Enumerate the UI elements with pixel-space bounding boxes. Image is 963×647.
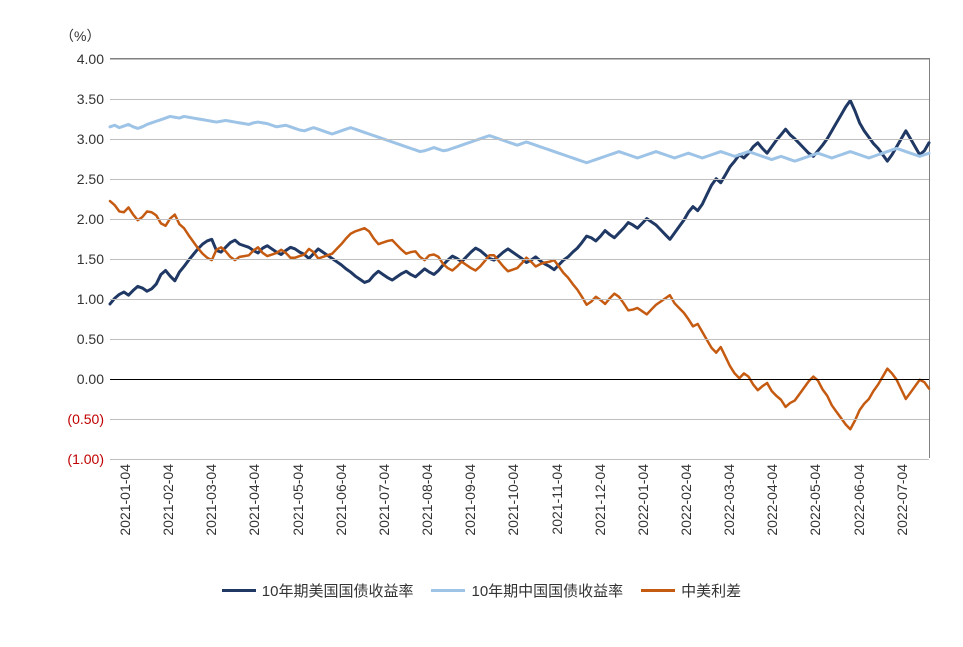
legend-item: 10年期中国国债收益率 [431, 580, 623, 601]
gridline [110, 299, 929, 300]
line-chart: （%） 4.003.503.002.502.001.501.000.500.00… [20, 20, 943, 627]
series-line-0 [110, 100, 929, 303]
x-tick-label: 2021-05-04 [290, 458, 306, 536]
x-tick-label: 2022-05-04 [807, 458, 823, 536]
legend-item: 10年期美国国债收益率 [222, 580, 414, 601]
x-tick-label: 2021-11-04 [549, 458, 565, 535]
x-tick-label: 2022-02-04 [678, 458, 694, 536]
x-tick-label: 2021-02-04 [160, 458, 176, 536]
legend-label: 10年期中国国债收益率 [471, 580, 623, 601]
x-tick-label: 2022-04-04 [764, 458, 780, 536]
legend-swatch [222, 589, 256, 592]
y-tick-label: (1.00) [67, 451, 110, 467]
legend: 10年期美国国债收益率 10年期中国国债收益率 中美利差 [20, 580, 943, 601]
x-tick-label: 2021-03-04 [203, 458, 219, 536]
zero-line [110, 379, 929, 380]
y-tick-label: 3.00 [77, 131, 110, 147]
gridline [110, 179, 929, 180]
legend-label: 10年期美国国债收益率 [262, 580, 414, 601]
legend-swatch [641, 589, 675, 592]
gridline [110, 59, 929, 60]
x-tick-label: 2022-01-04 [635, 458, 651, 536]
gridline [110, 219, 929, 220]
gridline [110, 99, 929, 100]
legend-item: 中美利差 [641, 580, 741, 601]
x-tick-label: 2021-01-04 [117, 458, 133, 536]
gridline [110, 339, 929, 340]
x-tick-label: 2022-06-04 [851, 458, 867, 536]
x-tick-label: 2022-03-04 [721, 458, 737, 536]
x-tick-label: 2021-12-04 [592, 458, 608, 536]
gridline [110, 259, 929, 260]
series-line-2 [110, 201, 929, 429]
x-tick-label: 2021-06-04 [333, 458, 349, 536]
y-tick-label: 3.50 [77, 91, 110, 107]
x-tick-label: 2021-08-04 [419, 458, 435, 536]
y-tick-label: 4.00 [77, 51, 110, 67]
gridline [110, 419, 929, 420]
x-tick-label: 2021-10-04 [505, 458, 521, 536]
x-tick-label: 2021-09-04 [462, 458, 478, 536]
x-tick-label: 2021-04-04 [246, 458, 262, 536]
plot-area: 4.003.503.002.502.001.501.000.500.00(0.5… [110, 58, 930, 458]
y-axis-unit: （%） [60, 26, 100, 46]
legend-label: 中美利差 [681, 580, 741, 601]
y-tick-label: (0.50) [67, 411, 110, 427]
y-tick-label: 0.00 [77, 371, 110, 387]
y-tick-label: 1.00 [77, 291, 110, 307]
y-tick-label: 1.50 [77, 251, 110, 267]
x-tick-label: 2021-07-04 [376, 458, 392, 536]
y-tick-label: 2.50 [77, 171, 110, 187]
legend-swatch [431, 589, 465, 592]
y-tick-label: 2.00 [77, 211, 110, 227]
y-tick-label: 0.50 [77, 331, 110, 347]
gridline [110, 139, 929, 140]
x-tick-label: 2022-07-04 [894, 458, 910, 536]
